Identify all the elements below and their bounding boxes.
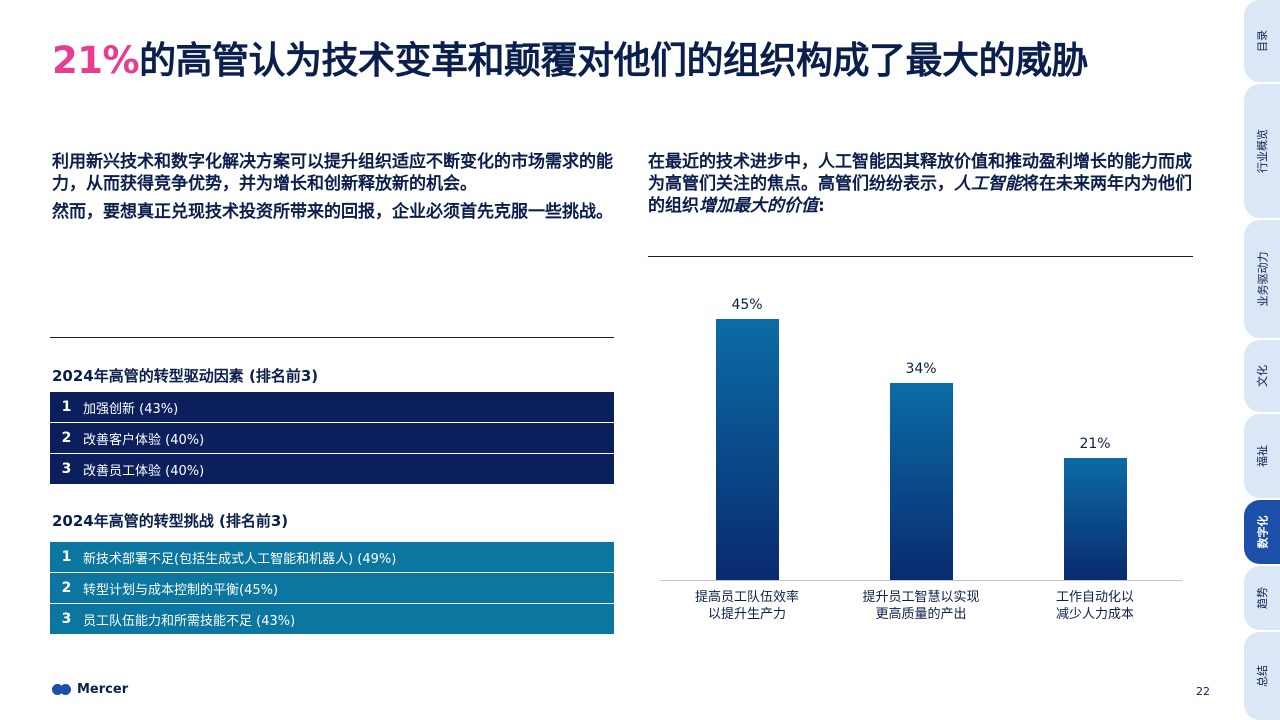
side-tab-8[interactable]: 总结 (1244, 632, 1280, 720)
chart-bar (1063, 458, 1127, 580)
divider-right (648, 256, 1193, 257)
drivers-list: 1 加强创新 (43%) 2 改善客户体验 (40%) 3 改善员工体验 (40%) (50, 392, 614, 485)
challenges-list: 1 新技术部署不足(包括生成式人工智能和机器人) (49%) 2 转型计划与成本控制… (50, 542, 614, 635)
intro-right-text-3: : (818, 196, 825, 216)
rank-label: 改善员工体验 (40%) (83, 463, 205, 479)
side-tab-6[interactable]: 数字化 (1244, 500, 1280, 564)
page-title: 21%的高管认为技术变革和颠覆对他们的组织构成了最大的威胁 (52, 30, 1089, 84)
headline-text: 的高管认为技术变革和颠覆对他们的组织构成了最大的威胁 (139, 39, 1089, 82)
divider-left (50, 337, 614, 338)
chart-baseline (660, 580, 1183, 581)
category-label: 提升员工智慧以实现 更高质量的产出 (862, 590, 980, 622)
list-item: 3 改善员工体验 (40%) (50, 454, 614, 484)
category-label: 提高员工队伍效率 以提升生产力 (694, 590, 799, 622)
side-tab-label: 文化 (1256, 365, 1269, 387)
intro-paragraph-1: 利用新兴技术和数字化解决方案可以提升组织适应不断变化的市场需求的能力，从而获得竞… (52, 152, 613, 194)
side-tab-label: 趋势 (1256, 587, 1269, 609)
side-tab-label: 目录 (1256, 30, 1269, 52)
side-tab-label: 行业概览 (1256, 129, 1269, 173)
side-tab-2[interactable]: 行业概览 (1244, 84, 1280, 218)
side-tab-label: 业务驱动力 (1256, 251, 1269, 307)
section-tabs: 目录行业概览业务驱动力文化福祉数字化趋势总结 (1244, 0, 1280, 720)
mercer-logo: Mercer (52, 682, 128, 697)
rank-label: 改善客户体验 (40%) (83, 432, 205, 448)
side-tab-label: 总结 (1256, 665, 1269, 687)
list-item: 3 员工队伍能力和所需技能不足 (43%) (50, 604, 614, 634)
intro-right: 在最近的技术进步中，人工智能因其释放价值和推动盈利增长的能力而成为高管们关注的焦… (648, 151, 1193, 217)
intro-right-emphasis-1: 人工智能 (954, 174, 1022, 194)
rank-label: 转型计划与成本控制的平衡(45%) (83, 582, 279, 598)
bar-value-label: 21% (1079, 436, 1111, 453)
bar-value-label: 34% (905, 360, 937, 377)
mercer-logo-icon (52, 684, 72, 695)
side-tab-5[interactable]: 福祉 (1244, 414, 1280, 498)
rank-label: 新技术部署不足(包括生成式人工智能和机器人) (49%) (83, 551, 397, 567)
rank-label: 加强创新 (43%) (83, 401, 179, 417)
rank-number: 1 (61, 549, 72, 565)
list-item: 1 新技术部署不足(包括生成式人工智能和机器人) (49%) (50, 542, 614, 572)
side-tab-7[interactable]: 趋势 (1244, 566, 1280, 630)
intro-right-text-1: 在最近的技术进步中，人工智能因其释放价值和推动盈利增长的能力而成为高管们关注的焦… (648, 152, 1192, 194)
page-number: 22 (1196, 685, 1210, 698)
rank-number: 2 (61, 430, 72, 446)
intro-right-text-2: 将在未来两年内为他们的组织 (648, 174, 1192, 216)
intro-paragraph-2: 然而，要想真正兑现技术投资所带来的回报，企业必须首先克服一些挑战。 (52, 202, 613, 222)
challenges-title: 2024年高管的转型挑战 (排名前3) (52, 512, 289, 530)
bar-chart: 45% 提高员工队伍效率 以提升生产力 34% 提升员工智慧以实现 更高质量的产出 21… (650, 280, 1195, 630)
list-item: 2 转型计划与成本控制的平衡(45%) (50, 573, 614, 603)
side-tab-label: 福祉 (1256, 445, 1269, 467)
mercer-logo-text: Mercer (77, 682, 129, 697)
drivers-title: 2024年高管的转型驱动因素 (排名前3) (52, 367, 319, 385)
side-tab-1[interactable]: 目录 (1244, 0, 1280, 82)
list-item: 2 改善客户体验 (40%) (50, 423, 614, 453)
rank-number: 1 (61, 399, 72, 415)
category-label: 工作自动化以 减少人力成本 (1055, 590, 1134, 622)
intro-right-emphasis-2: 增加最大的价值 (699, 196, 818, 216)
side-tab-3[interactable]: 业务驱动力 (1244, 220, 1280, 338)
headline-highlight: 21% (52, 39, 140, 82)
rank-number: 3 (61, 461, 72, 477)
rank-label: 员工队伍能力和所需技能不足 (43%) (83, 613, 296, 629)
list-item: 1 加强创新 (43%) (50, 392, 614, 422)
chart-bar (889, 382, 953, 580)
rank-number: 3 (61, 611, 72, 627)
bar-value-label: 45% (731, 297, 763, 313)
rank-number: 2 (61, 580, 72, 596)
chart-bar (715, 319, 779, 580)
side-tab-4[interactable]: 文化 (1244, 340, 1280, 412)
intro-left: 利用新兴技术和数字化解决方案可以提升组织适应不断变化的市场需求的能力，从而获得竞… (52, 151, 617, 229)
side-tab-label: 数字化 (1256, 515, 1269, 549)
